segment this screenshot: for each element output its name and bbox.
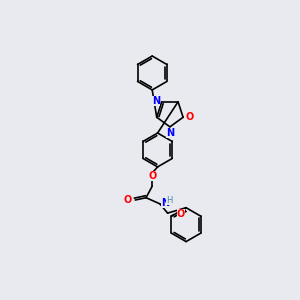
- Text: N: N: [166, 128, 174, 138]
- Text: O: O: [124, 195, 132, 205]
- Text: O: O: [177, 209, 185, 219]
- Text: N: N: [161, 198, 169, 208]
- Text: H: H: [166, 196, 172, 205]
- Text: O: O: [148, 171, 156, 181]
- Text: O: O: [185, 112, 194, 122]
- Text: N: N: [152, 96, 160, 106]
